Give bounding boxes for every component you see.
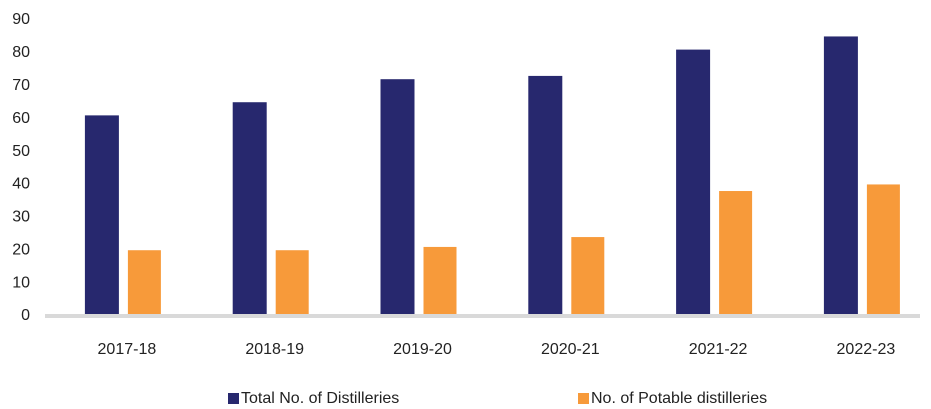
x-tick-label: 2020-21 [541,341,600,358]
bar [423,246,457,316]
legend-label: Total No. of Distilleries [241,390,399,407]
bar [232,102,267,316]
y-tick-label: 80 [12,44,30,61]
y-tick-label: 10 [12,274,30,291]
y-tick-label: 60 [12,110,30,127]
bar [823,36,858,316]
bar [571,237,605,316]
legend-swatch [578,393,589,404]
x-tick-label: 2018-19 [245,341,304,358]
x-tick-label: 2021-22 [689,341,748,358]
y-tick-label: 70 [12,77,30,94]
bar [676,49,711,316]
legend-swatch [228,393,239,404]
y-tick-label: 30 [12,209,30,226]
y-tick-label: 20 [12,241,30,258]
y-tick-label: 50 [12,143,30,160]
bar [127,250,161,316]
x-tick-label: 2019-20 [393,341,452,358]
bar [380,79,415,316]
bar [719,191,753,316]
bar [275,250,309,316]
y-tick-label: 0 [21,307,30,324]
bar [866,184,900,316]
x-tick-label: 2022-23 [837,341,896,358]
legend-label: No. of Potable distilleries [591,390,767,407]
x-tick-label: 2017-18 [98,341,157,358]
bar [528,75,563,317]
y-tick-label: 40 [12,176,30,193]
bar [84,115,119,316]
y-tick-label: 90 [12,11,30,28]
